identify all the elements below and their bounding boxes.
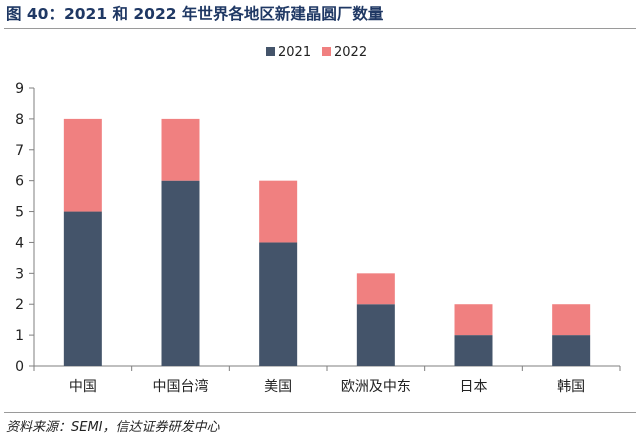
- x-category-label: 日本: [460, 379, 488, 395]
- bar-2022-4: [454, 304, 493, 336]
- legend-label-2022: 2022: [334, 45, 367, 60]
- y-tick-label: 1: [15, 328, 24, 344]
- y-tick-label: 8: [15, 112, 24, 128]
- x-category-label: 韩国: [557, 379, 585, 395]
- y-tick-label: 9: [15, 81, 24, 97]
- bar-2021-2: [259, 242, 298, 366]
- y-tick-label: 5: [15, 205, 24, 221]
- source-note: 资料来源：SEMI，信达证券研发中心: [6, 420, 220, 435]
- figure-title: 图 40：2021 和 2022 年世界各地区新建晶圆厂数量: [6, 5, 384, 23]
- legend-label-2021: 2021: [278, 45, 311, 60]
- y-tick-label: 2: [15, 297, 24, 313]
- legend-swatch-2022: [322, 47, 331, 56]
- stacked-bar-chart: 0 1 2 3 4 5 6 7 8 9 中国 中国台湾 美国 欧洲及中东 日本 韩国 2021 2022: [15, 45, 621, 395]
- legend-swatch-2021: [266, 47, 275, 56]
- bar-2021-0: [63, 211, 102, 366]
- y-tick-label: 3: [15, 266, 24, 282]
- bar-2022-3: [356, 273, 395, 305]
- bar-2022-5: [552, 304, 591, 336]
- bar-2021-5: [552, 335, 591, 366]
- y-tick-label: 6: [15, 174, 24, 190]
- y-tick-label: 7: [15, 143, 24, 159]
- x-category-label: 欧洲及中东: [341, 379, 411, 395]
- bar-2021-3: [356, 304, 395, 366]
- y-tick-label: 0: [15, 359, 24, 375]
- bar-2022-1: [161, 118, 200, 181]
- title-divider: [4, 28, 636, 29]
- bar-2021-4: [454, 335, 493, 366]
- x-category-label: 中国台湾: [153, 378, 209, 395]
- x-category-label: 中国: [69, 379, 97, 395]
- bar-2021-1: [161, 180, 200, 366]
- x-category-label: 美国: [264, 379, 292, 395]
- y-tick-label: 4: [15, 235, 24, 251]
- bar-2022-0: [63, 118, 102, 212]
- bar-2022-2: [259, 180, 298, 243]
- source-divider: [4, 412, 636, 413]
